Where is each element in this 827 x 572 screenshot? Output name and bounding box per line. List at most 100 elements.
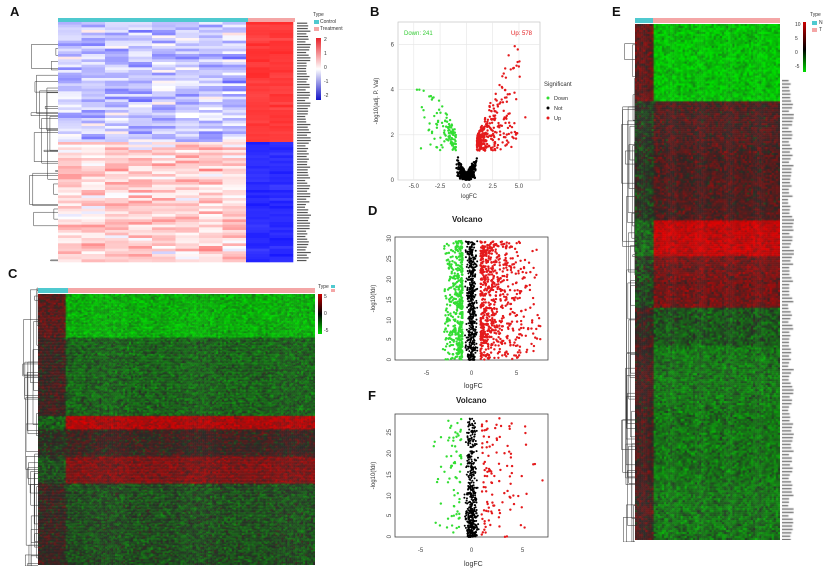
heatmap-cell (81, 43, 106, 47)
data-point (496, 146, 499, 149)
data-point (465, 277, 468, 280)
data-point (486, 135, 490, 139)
y-tick-label: 4 (391, 88, 395, 94)
heatmap-cell (246, 35, 270, 39)
data-point (441, 347, 445, 351)
heatmap-cell (58, 91, 82, 95)
heatmap-cell (246, 243, 270, 247)
gene-label (297, 246, 307, 248)
data-point (491, 117, 495, 121)
data-point (478, 131, 481, 134)
heatmap-cell (58, 35, 82, 39)
heatmap-cell (246, 107, 270, 111)
heatmap-cell (128, 32, 153, 36)
heatmap-cell (175, 184, 200, 188)
heatmap-cell (175, 43, 200, 47)
data-point (517, 494, 520, 498)
heatmap-cell (199, 211, 223, 215)
heatmap-cell (128, 35, 153, 39)
data-point (482, 481, 485, 484)
data-point (443, 288, 447, 291)
heatmap-cell (199, 195, 223, 199)
data-point (443, 247, 446, 250)
data-point (481, 531, 485, 534)
data-point (472, 357, 475, 360)
data-point (532, 266, 535, 270)
data-point (515, 98, 518, 101)
heatmap-cell (58, 208, 82, 212)
data-point (461, 299, 464, 303)
data-point (444, 327, 447, 330)
data-point (503, 289, 506, 292)
heatmap-cell (269, 126, 294, 129)
heatmap-cell (81, 56, 106, 60)
data-point (505, 266, 508, 269)
heatmap-cell (105, 139, 129, 143)
data-point (528, 283, 531, 287)
heatmap-cell (58, 144, 82, 148)
gene-label (297, 57, 311, 59)
gene-label (297, 203, 306, 206)
data-point (487, 454, 490, 458)
heatmap-cell (269, 67, 294, 71)
heatmap-cell (175, 38, 200, 41)
data-point (503, 535, 507, 539)
data-point (482, 247, 485, 250)
heatmap-cell (58, 158, 82, 161)
heatmap-cell (81, 126, 106, 129)
legend-a-type-title: Type (313, 12, 324, 18)
data-point (482, 462, 485, 465)
heatmap-cell (175, 256, 200, 260)
x-tick-label: -5 (418, 548, 424, 554)
heatmap-cell (175, 142, 200, 145)
data-point (522, 326, 525, 330)
data-point (495, 271, 498, 275)
heatmap-cell (128, 206, 153, 209)
heatmap-cell (58, 171, 82, 175)
gene-label (297, 211, 308, 214)
data-point (473, 343, 476, 346)
heatmap-cell (175, 190, 200, 193)
heatmap-cell (105, 243, 129, 247)
data-point (503, 263, 507, 266)
data-point (485, 132, 489, 136)
data-point (502, 135, 506, 139)
heatmap-cell (128, 91, 153, 95)
heatmap-cell (269, 214, 294, 217)
scale-tick: 0 (324, 65, 327, 71)
heatmap-cell (199, 190, 223, 193)
heatmap-cell (246, 120, 270, 124)
heatmap-cell (58, 67, 82, 71)
gene-label (297, 195, 311, 198)
heatmap-cell (58, 147, 82, 151)
data-point (484, 531, 487, 534)
data-point (480, 265, 483, 268)
data-point (516, 254, 520, 258)
data-point (482, 134, 486, 137)
heatmap-cell (269, 243, 294, 247)
data-point (464, 285, 467, 288)
heatmap-cell (81, 246, 106, 249)
data-point (467, 517, 470, 520)
data-point (452, 531, 455, 534)
data-point (432, 444, 435, 448)
heatmap-cell (152, 107, 176, 111)
heatmap-cell (246, 54, 270, 57)
gene-label (297, 227, 310, 230)
data-point (478, 147, 481, 150)
heatmap-cell (199, 216, 223, 220)
data-point (447, 131, 451, 135)
heatmap-cell (246, 211, 270, 215)
heatmap-cell (128, 187, 153, 191)
dendrogram-branch (621, 124, 635, 184)
data-point (485, 440, 489, 444)
heatmap-cell (58, 78, 82, 81)
dendrogram-branch (24, 554, 38, 566)
data-point (501, 274, 504, 278)
heatmap-cell (81, 115, 106, 119)
data-point (490, 307, 494, 311)
data-point (490, 322, 493, 325)
data-point (486, 276, 489, 279)
heatmap-cell (152, 142, 176, 145)
